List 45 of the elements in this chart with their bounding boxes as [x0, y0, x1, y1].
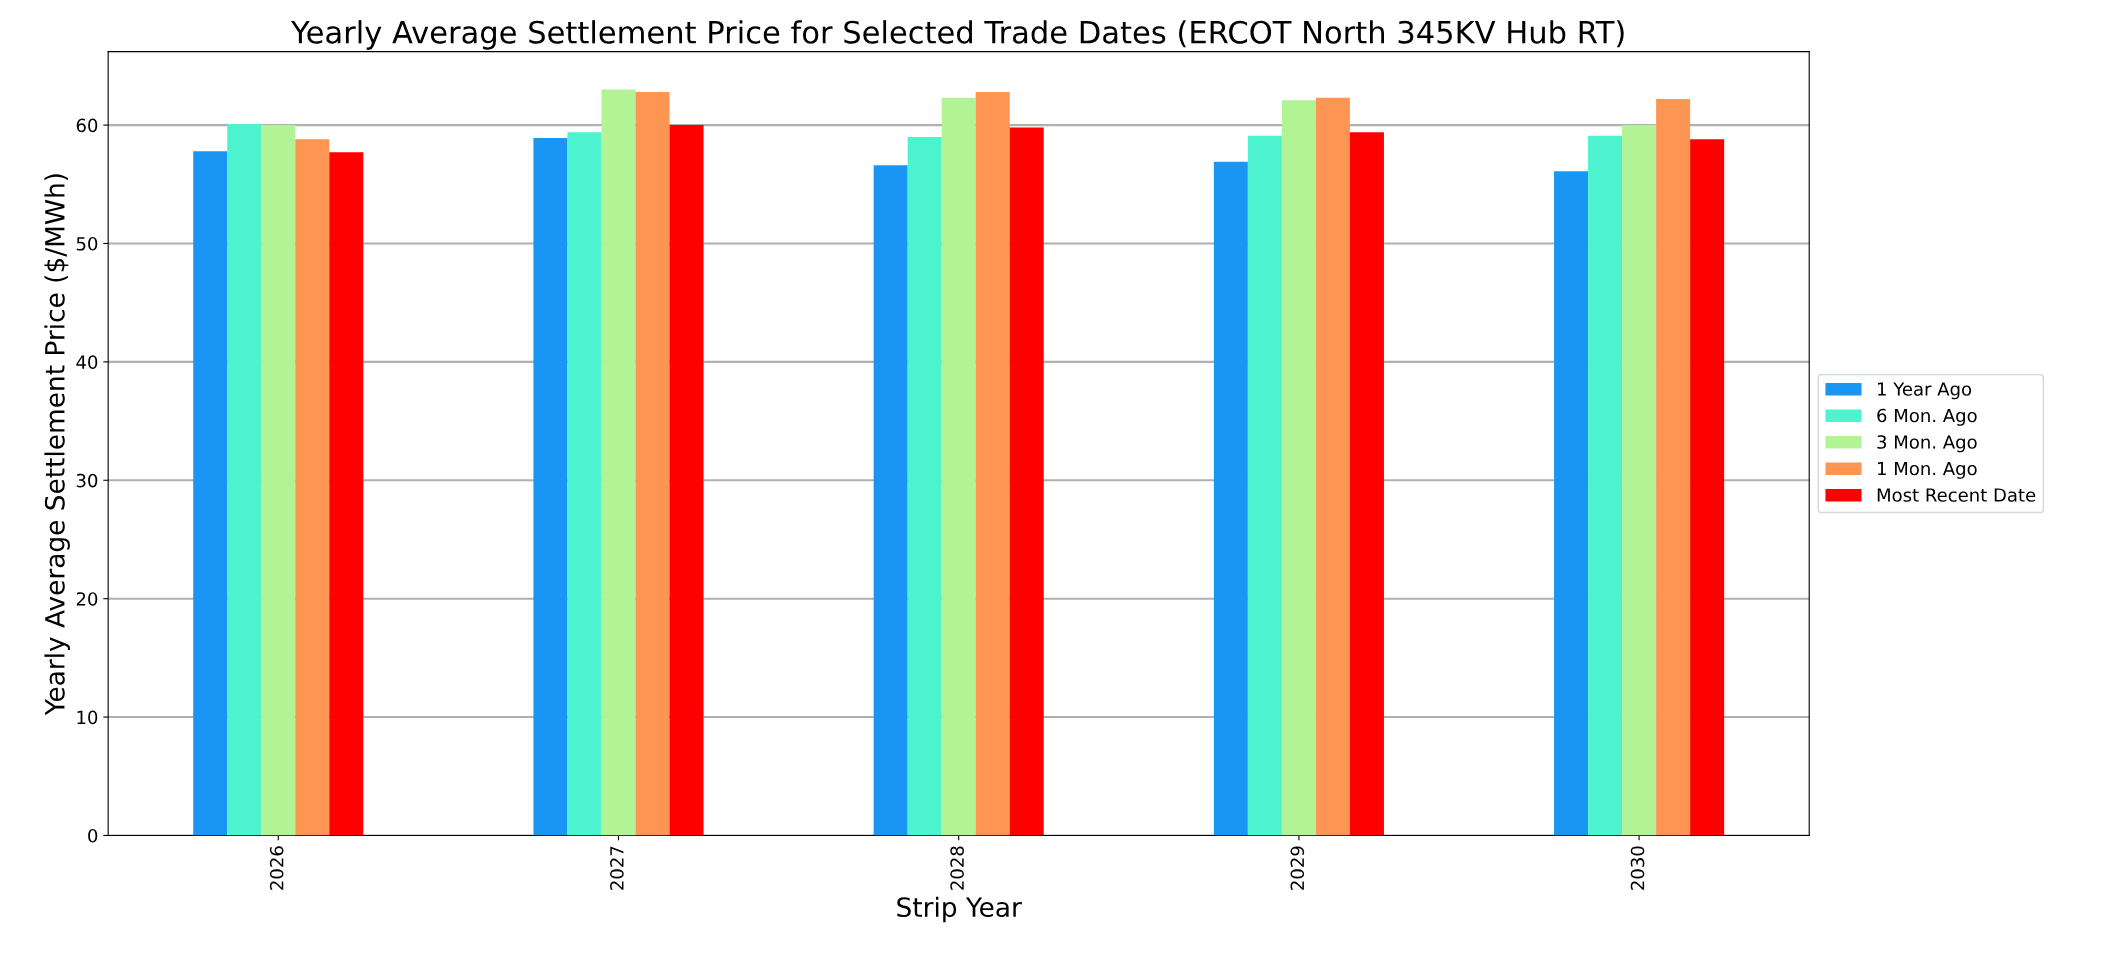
bar	[1349, 132, 1384, 836]
bar	[1622, 125, 1657, 836]
bar	[1690, 139, 1725, 836]
x-tick-label: 2028	[950, 846, 964, 890]
y-tick-label: 60	[76, 118, 98, 133]
x-axis-title: Strip Year	[897, 896, 1022, 923]
y-tick-label: 10	[77, 710, 98, 725]
bar	[193, 151, 228, 836]
bar	[227, 123, 262, 836]
x-tick-label: 2030	[1630, 846, 1645, 890]
bar	[873, 165, 908, 836]
legend-label: 6 Mon. Ago	[1877, 408, 1977, 426]
chart-title: Yearly Average Settlement Price for Selected Trade Dates (ERCOT North 345KV Hub RT)	[290, 20, 1624, 50]
bar	[1656, 99, 1691, 836]
bar	[1554, 171, 1589, 836]
bar	[1588, 135, 1623, 836]
bar	[261, 125, 296, 836]
y-tick-label: 40	[76, 355, 98, 369]
y-tick-label: 30	[76, 473, 98, 488]
bar	[295, 139, 330, 836]
y-axis-title: Yearly Average Settlement Price ($/MWh)	[44, 174, 70, 716]
bar	[975, 91, 1010, 836]
bar	[1247, 135, 1282, 836]
x-tick-label: 2027	[610, 846, 624, 890]
legend-label: 1 Mon. Ago	[1878, 461, 1977, 479]
legend-label: 3 Mon. Ago	[1877, 435, 1977, 453]
bar	[533, 138, 568, 836]
bar	[567, 132, 602, 836]
legend-label: 1 Year Ago	[1878, 382, 1972, 400]
bar	[1315, 97, 1350, 836]
y-tick-label: 20	[76, 592, 98, 606]
y-tick-label: 50	[76, 236, 98, 251]
bar	[329, 152, 364, 836]
bar	[635, 91, 670, 836]
bar	[601, 89, 636, 836]
bar	[669, 125, 704, 836]
bar	[1281, 100, 1316, 836]
y-tick-label: 0	[88, 828, 98, 843]
bar	[1009, 127, 1044, 836]
bar	[941, 97, 976, 836]
x-tick-label: 2029	[1290, 846, 1305, 890]
bar	[1213, 161, 1248, 836]
legend-label: Most Recent Date	[1877, 488, 2036, 502]
x-tick-label: 2026	[269, 846, 284, 890]
bar	[907, 136, 942, 836]
